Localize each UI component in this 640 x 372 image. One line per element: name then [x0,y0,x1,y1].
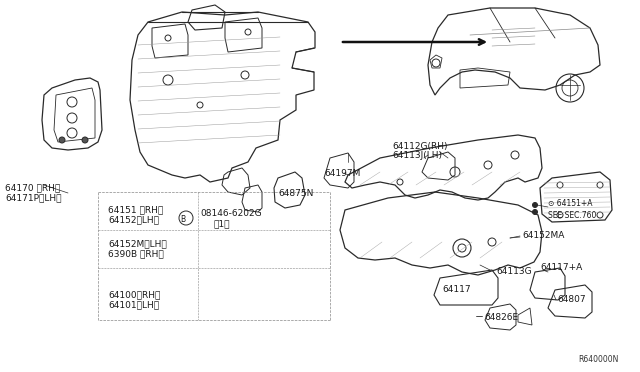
Text: 64152MA: 64152MA [522,231,564,241]
Text: 1、: 1、 [214,219,230,228]
Text: 64151 〈RH〉: 64151 〈RH〉 [108,205,163,215]
Text: 64875N: 64875N [278,189,314,199]
Text: 64807: 64807 [557,295,586,304]
Text: B: B [180,215,186,224]
Text: 64171P〈LH〉: 64171P〈LH〉 [5,193,61,202]
Text: 64100〈RH〉: 64100〈RH〉 [108,291,161,299]
Text: 64117: 64117 [442,285,470,295]
Circle shape [59,137,65,143]
Text: 64117+A: 64117+A [540,263,582,273]
Text: 64170 〈RH〉: 64170 〈RH〉 [5,183,60,192]
Text: SEE SEC.760: SEE SEC.760 [548,212,596,221]
Text: 6390B 〈RH〉: 6390B 〈RH〉 [108,250,164,259]
Text: 64826E: 64826E [484,314,518,323]
Text: 64101〈LH〉: 64101〈LH〉 [108,301,159,310]
Text: R640000N: R640000N [578,356,618,365]
Text: 08146-6202G: 08146-6202G [200,208,262,218]
Text: ⊙ 64151+A: ⊙ 64151+A [548,199,593,208]
Circle shape [532,209,538,215]
Text: 64113G: 64113G [496,267,532,276]
Text: 64152M〈LH〉: 64152M〈LH〉 [108,240,167,248]
Text: 64197M: 64197M [324,169,360,177]
Text: 64113J(LH): 64113J(LH) [392,151,442,160]
Circle shape [82,137,88,143]
Text: 64112G(RH): 64112G(RH) [392,141,447,151]
Circle shape [532,202,538,208]
Text: 64152〈LH〉: 64152〈LH〉 [108,215,159,224]
